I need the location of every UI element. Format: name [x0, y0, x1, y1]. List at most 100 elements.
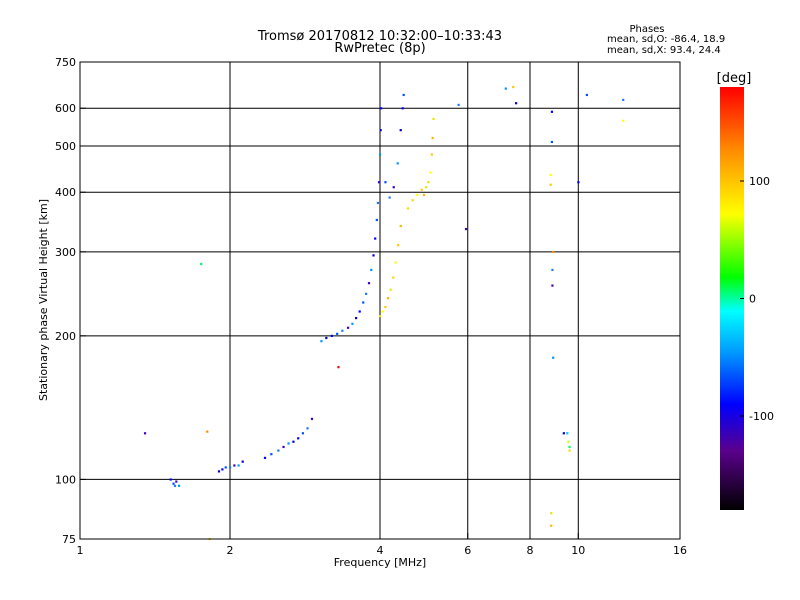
data-point	[402, 93, 405, 97]
data-point	[394, 261, 397, 264]
data-point	[550, 524, 553, 527]
data-point	[552, 250, 555, 254]
data-point	[550, 110, 554, 113]
data-point	[551, 268, 554, 272]
data-point	[568, 449, 571, 452]
data-point	[375, 218, 378, 222]
data-point	[430, 153, 433, 156]
colorbar-tick-label: 100	[749, 175, 770, 188]
data-point	[425, 186, 428, 189]
data-point	[341, 329, 344, 332]
data-point	[325, 336, 328, 340]
x-axis-label: Frequency [MHz]	[334, 556, 426, 569]
data-point	[550, 512, 553, 515]
data-point	[416, 193, 419, 197]
data-point	[346, 326, 350, 329]
data-point	[384, 305, 387, 309]
data-point	[568, 445, 571, 449]
data-point	[229, 466, 232, 469]
data-point	[550, 140, 554, 144]
data-point	[567, 440, 570, 443]
data-point	[370, 268, 373, 272]
data-point	[377, 181, 381, 184]
y-axis-label: Stationary phase Virtual Height [km]	[37, 199, 50, 401]
data-point	[552, 356, 555, 359]
data-point	[379, 129, 382, 132]
data-point	[406, 207, 410, 210]
x-tick-label: 4	[377, 544, 384, 557]
data-point	[464, 227, 468, 231]
data-point	[549, 183, 552, 186]
data-point	[374, 237, 377, 240]
data-point	[200, 262, 203, 266]
data-points	[143, 85, 625, 541]
data-point	[143, 432, 147, 435]
y-tick-label: 75	[62, 533, 76, 546]
y-tick-label: 200	[55, 330, 76, 343]
data-point	[379, 315, 382, 318]
data-point	[362, 301, 365, 304]
data-point	[351, 322, 354, 325]
data-point	[622, 119, 625, 122]
y-tick-label: 600	[55, 102, 76, 115]
colorbar-tick-label: 0	[749, 293, 756, 306]
data-point	[337, 366, 340, 369]
data-point	[169, 478, 172, 481]
data-point	[411, 199, 414, 202]
x-tick-label: 2	[227, 544, 234, 557]
x-tick-label: 16	[673, 544, 687, 557]
data-point	[263, 456, 267, 459]
data-point	[566, 432, 569, 435]
chart-subtitle: RwPretec (8p)	[334, 41, 425, 56]
data-point	[397, 244, 400, 247]
data-point	[173, 484, 177, 487]
data-point	[237, 464, 240, 467]
data-point	[422, 193, 426, 197]
data-point	[551, 284, 554, 287]
data-point	[389, 288, 392, 291]
stats-o-mode: mean, sd,O: -86.4, 18.9	[607, 34, 725, 45]
grid-lines	[80, 62, 680, 539]
data-point	[292, 440, 295, 443]
data-point	[420, 188, 423, 191]
x-tick-label: 6	[464, 544, 471, 557]
data-point	[427, 181, 430, 184]
x-tick-label: 10	[571, 544, 585, 557]
data-point	[175, 480, 178, 483]
data-point	[457, 103, 460, 107]
y-tick-label: 300	[55, 246, 76, 259]
data-point	[354, 316, 358, 320]
data-point	[177, 484, 181, 487]
data-point	[224, 466, 227, 469]
data-point	[217, 470, 221, 473]
data-point	[287, 442, 290, 445]
y-tick-label: 400	[55, 186, 76, 199]
data-point	[367, 282, 371, 285]
colorbar-tick-label: -100	[749, 410, 774, 423]
data-point	[381, 310, 384, 313]
data-point	[320, 340, 323, 343]
data-point	[429, 171, 432, 174]
data-point	[399, 129, 402, 132]
data-point	[392, 276, 395, 279]
data-point	[388, 196, 391, 199]
colorbar-ticks: 100 0 -100	[740, 175, 774, 423]
data-point	[577, 181, 580, 184]
data-point	[282, 445, 285, 449]
data-point	[399, 224, 402, 228]
data-point	[515, 102, 518, 105]
data-point	[365, 292, 368, 295]
data-point	[241, 460, 244, 463]
x-tick-label: 8	[527, 544, 534, 557]
data-point	[221, 468, 224, 471]
data-point	[504, 87, 507, 90]
x-tick-label: 1	[77, 544, 84, 557]
data-point	[622, 98, 625, 101]
data-point	[396, 162, 399, 165]
data-point	[401, 107, 404, 110]
data-point	[336, 332, 339, 335]
data-point	[380, 107, 383, 110]
data-point	[384, 181, 387, 184]
data-point	[358, 310, 361, 313]
